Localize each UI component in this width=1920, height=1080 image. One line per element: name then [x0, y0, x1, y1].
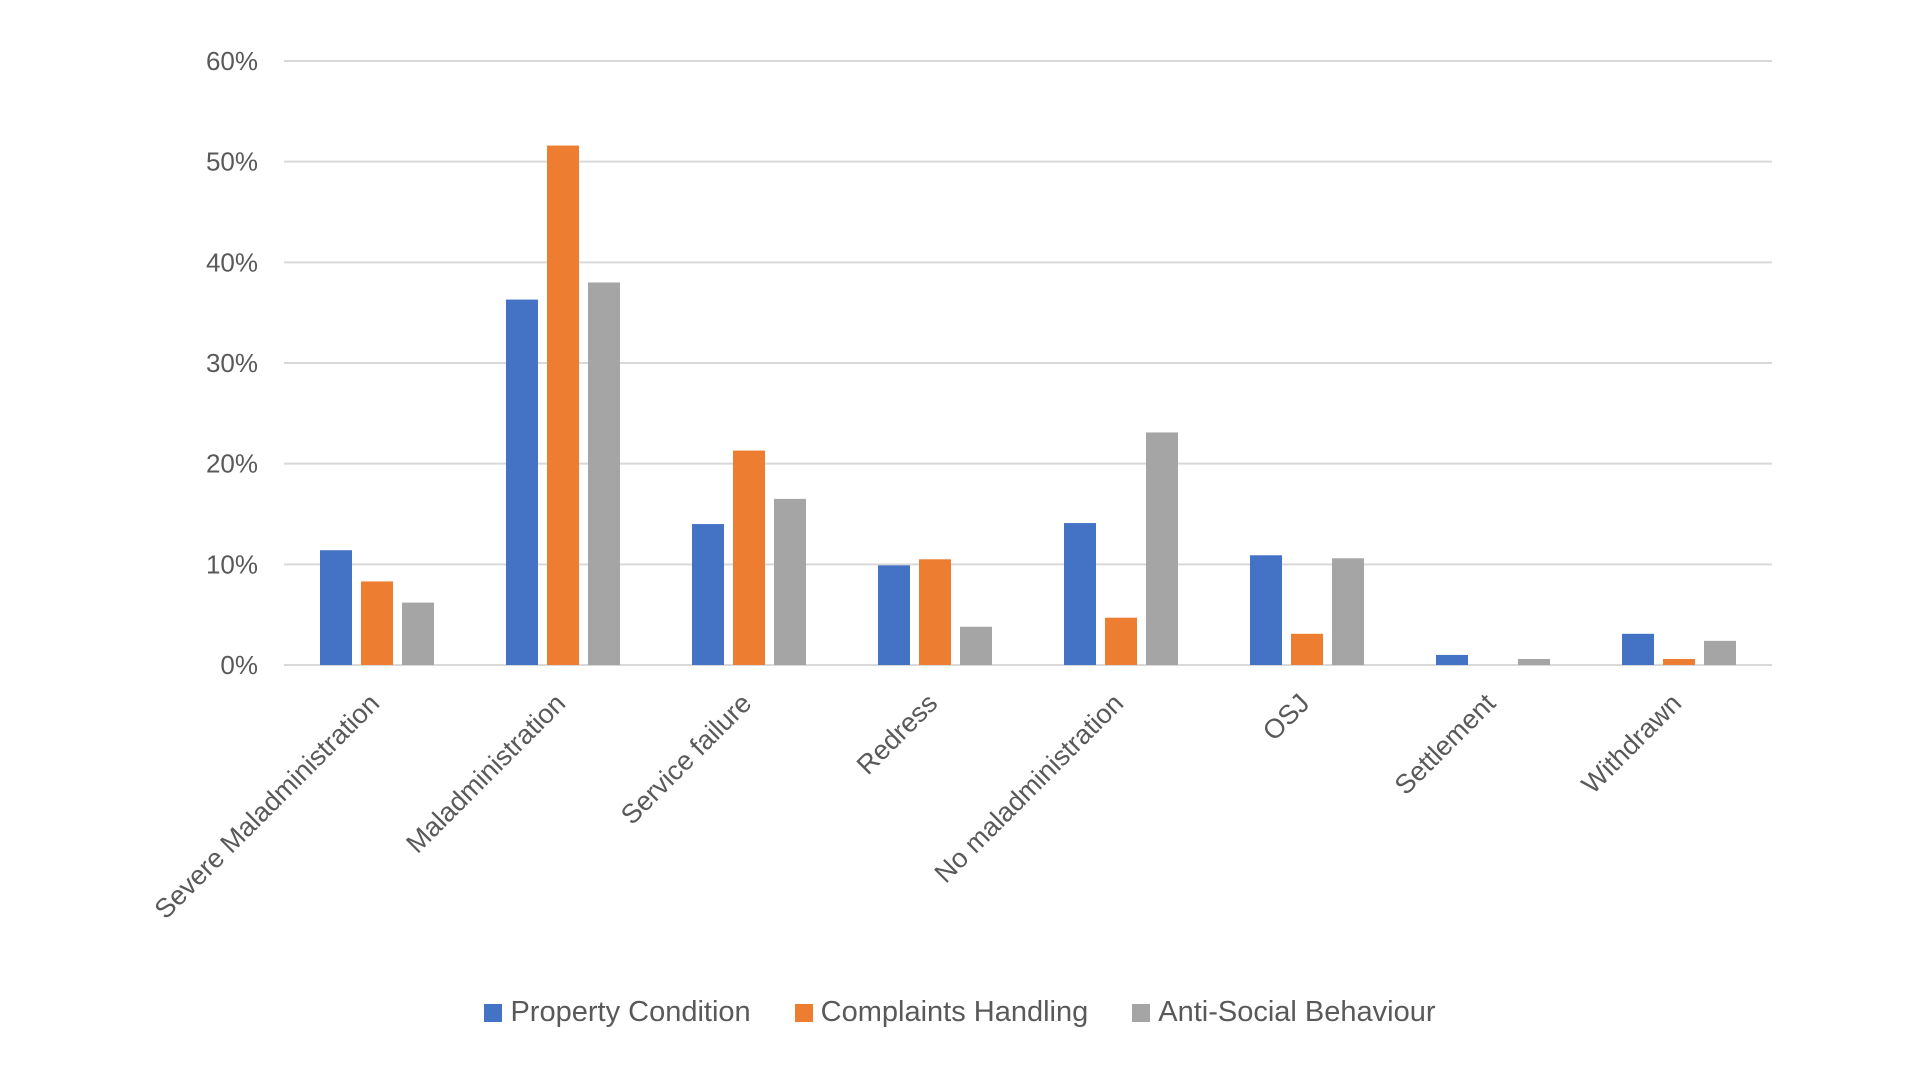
y-tick-label: 10%	[206, 549, 258, 579]
legend-label: Property Condition	[510, 996, 751, 1028]
bar-anti-social-behaviour	[588, 282, 620, 665]
x-tick-label: Withdrawn	[1576, 688, 1687, 799]
bar-anti-social-behaviour	[774, 498, 806, 665]
legend-label: Anti-Social Behaviour	[1158, 996, 1436, 1028]
bar-anti-social-behaviour	[1146, 432, 1178, 665]
bar-property-condition	[1622, 633, 1654, 665]
legend-swatch	[794, 1003, 813, 1022]
bar-property-condition	[506, 299, 538, 665]
y-axis-ticks: 0% 10% 20% 30% 40% 50% 60%	[206, 46, 258, 680]
x-tick-label: OSJ	[1257, 688, 1315, 746]
bar-anti-social-behaviour	[1518, 658, 1550, 665]
y-tick-label: 60%	[206, 46, 258, 76]
legend-label: Complaints Handling	[820, 996, 1089, 1028]
legend-item: Complaints Handling	[794, 996, 1089, 1029]
bar-complaints-handling	[1105, 617, 1137, 665]
legend-item: Property Condition	[484, 996, 751, 1029]
bar-anti-social-behaviour	[402, 602, 434, 665]
bar-complaints-handling	[733, 450, 765, 665]
legend: Property Condition Complaints Handling Ant…	[0, 996, 1920, 1029]
bar-property-condition	[320, 550, 352, 665]
bar-property-condition	[1436, 654, 1468, 665]
x-tick-label: Severe Maladministration	[149, 688, 386, 925]
bar-chart: 0% 10% 20% 30% 40% 50% 60% Severe Maladministr…	[149, 46, 1772, 925]
bar-complaints-handling	[361, 581, 393, 665]
x-tick-label: Redress	[851, 688, 943, 780]
y-tick-label: 20%	[206, 449, 258, 479]
legend-swatch	[484, 1003, 503, 1022]
x-tick-label: Settlement	[1389, 688, 1502, 801]
y-tick-label: 40%	[206, 247, 258, 277]
bars	[320, 145, 1736, 665]
bar-complaints-handling	[1663, 658, 1695, 665]
x-axis-labels: Severe Maladministration Maladministratio…	[149, 688, 1688, 925]
legend-swatch	[1132, 1003, 1151, 1022]
bar-property-condition	[1064, 523, 1096, 665]
bar-property-condition	[878, 565, 910, 665]
bar-complaints-handling	[547, 145, 579, 665]
bar-anti-social-behaviour	[960, 626, 992, 665]
x-tick-label: Maladministration	[400, 688, 571, 859]
y-tick-label: 30%	[206, 348, 258, 378]
bar-complaints-handling	[1291, 633, 1323, 665]
x-tick-label: Service failure	[615, 688, 757, 830]
y-tick-label: 50%	[206, 147, 258, 177]
bar-property-condition	[692, 524, 724, 665]
x-tick-label: No maladministration	[929, 688, 1130, 889]
bar-anti-social-behaviour	[1704, 640, 1736, 665]
y-tick-label: 0%	[220, 650, 258, 680]
bar-complaints-handling	[919, 559, 951, 665]
legend-item: Anti-Social Behaviour	[1132, 996, 1436, 1029]
bar-property-condition	[1250, 555, 1282, 665]
bar-anti-social-behaviour	[1332, 558, 1364, 665]
